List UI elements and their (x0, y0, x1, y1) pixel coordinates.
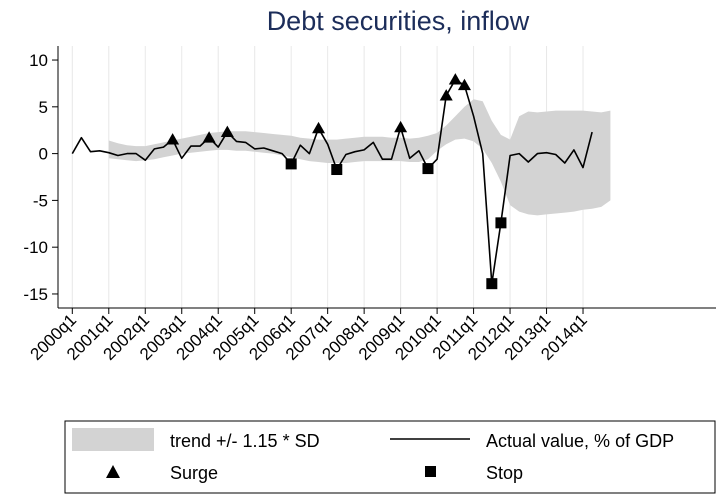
surge-marker (448, 73, 462, 85)
surge-marker (220, 125, 234, 137)
surge-marker (312, 121, 326, 134)
stop-marker (331, 164, 343, 176)
surge-marker (439, 89, 453, 101)
trend-band (108, 99, 611, 216)
stop-marker (495, 217, 507, 229)
legend-label: Actual value, % of GDP (486, 431, 674, 451)
stop-marker (422, 163, 434, 175)
surge-marker (394, 120, 408, 133)
chart-title: Debt securities, inflow (267, 6, 530, 36)
legend-label: trend +/- 1.15 * SD (170, 431, 320, 451)
y-tick-label: 10 (29, 51, 48, 70)
legend-box (64, 420, 716, 494)
y-tick-label: 5 (39, 98, 48, 117)
surge-marker (457, 78, 471, 91)
legend-stop-marker (425, 466, 436, 477)
y-tick-label: 0 (39, 145, 48, 164)
stop-marker (486, 278, 498, 290)
legend-label: Surge (170, 463, 218, 483)
legend-label: Stop (486, 463, 523, 483)
stop-marker (285, 158, 297, 170)
y-tick-label: -5 (33, 191, 48, 210)
legend: trend +/- 1.15 * SD Actual value, % of GD… (64, 420, 716, 494)
actual-value-line (71, 78, 593, 285)
y-tick-label: -10 (23, 238, 48, 257)
legend-surge-marker (106, 465, 120, 478)
legend-band-swatch (72, 428, 154, 451)
y-tick-label: -15 (23, 285, 48, 304)
surge-marker (166, 133, 180, 145)
surge-marker (202, 131, 216, 143)
plot-area: 1050-5-10-152000q12001q12002q12003q12004… (23, 46, 716, 364)
